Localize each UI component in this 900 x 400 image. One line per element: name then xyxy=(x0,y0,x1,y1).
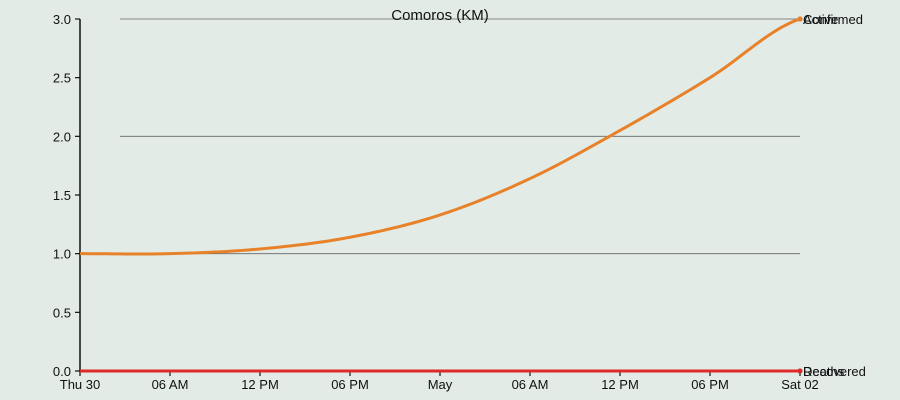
x-tick-label: 12 PM xyxy=(241,377,279,392)
gridlines xyxy=(120,18,800,255)
series-label-recovered: Recovered xyxy=(803,364,866,379)
x-tick-label: 06 AM xyxy=(512,377,549,392)
y-tick-label: 2.0 xyxy=(53,129,71,144)
y-tick-label: 3.0 xyxy=(53,12,71,27)
x-tick-label: 06 PM xyxy=(691,377,729,392)
series-end-point xyxy=(797,368,803,374)
chart-title: Comoros (KM) xyxy=(391,7,489,24)
y-tick-label: 1.0 xyxy=(53,247,71,262)
series-end-point xyxy=(797,16,803,22)
x-tick-label: 12 PM xyxy=(601,377,639,392)
y-axis: 0.0 0.5 1.0 1.5 2.0 2.5 3.0 xyxy=(53,12,80,379)
y-tick-label: 0.5 xyxy=(53,305,71,320)
series-label-deaths: Deaths xyxy=(803,364,845,379)
x-tick-label: May xyxy=(428,377,453,392)
x-axis: Thu 30 06 AM 12 PM 06 PM May 06 AM 12 PM 06 PM S… xyxy=(60,371,819,392)
y-tick-label: 1.5 xyxy=(53,188,71,203)
series-line-active xyxy=(80,17,801,256)
x-tick-label: 06 AM xyxy=(152,377,189,392)
x-tick-label: Thu 30 xyxy=(60,377,100,392)
series-label-active: Active xyxy=(803,12,838,27)
series-label-confirmed: Confirmed xyxy=(803,12,863,27)
x-tick-label: 06 PM xyxy=(331,377,369,392)
y-tick-label: 2.5 xyxy=(53,71,71,86)
y-tick-label: 0.0 xyxy=(53,364,71,379)
series-lines xyxy=(80,16,803,374)
x-tick-label: Sat 02 xyxy=(781,377,819,392)
